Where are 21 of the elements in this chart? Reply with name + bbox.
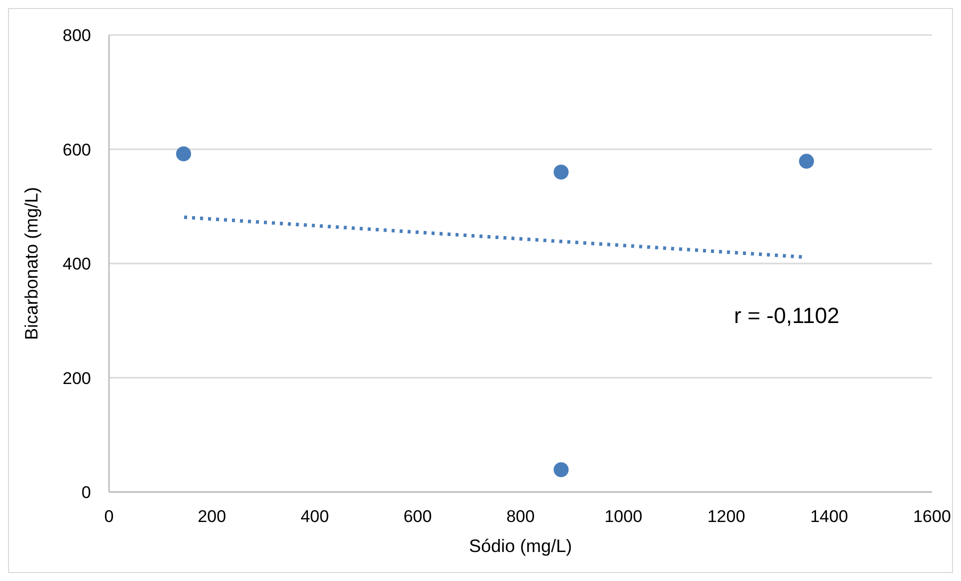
annotation: r = -0,1102 — [734, 303, 840, 329]
x-axis-title: Sódio (mg/L) — [468, 536, 572, 556]
y-tick-label: 800 — [62, 26, 91, 46]
x-tick-label: 800 — [506, 507, 535, 526]
point — [554, 462, 569, 478]
y-tick-label: 0 — [82, 483, 91, 502]
x-tick-label: 200 — [198, 507, 226, 526]
y-tick-label: 400 — [62, 254, 91, 274]
x-tick-label: 1200 — [707, 507, 746, 526]
x-tick-label: 400 — [300, 507, 329, 526]
x-tick-label: 1600 — [913, 507, 951, 526]
x-tick-label: 1400 — [810, 507, 848, 526]
x-tick-label: 0 — [104, 507, 114, 526]
y-tick-label: 600 — [62, 140, 91, 160]
point — [176, 146, 192, 162]
y-axis-title: Bicarbonato (mg/L) — [21, 186, 42, 340]
point — [798, 154, 814, 169]
y-tick-label: 200 — [62, 368, 91, 388]
point — [554, 164, 569, 180]
x-tick-label: 1000 — [604, 507, 642, 526]
x-tick-label: 600 — [403, 507, 432, 526]
